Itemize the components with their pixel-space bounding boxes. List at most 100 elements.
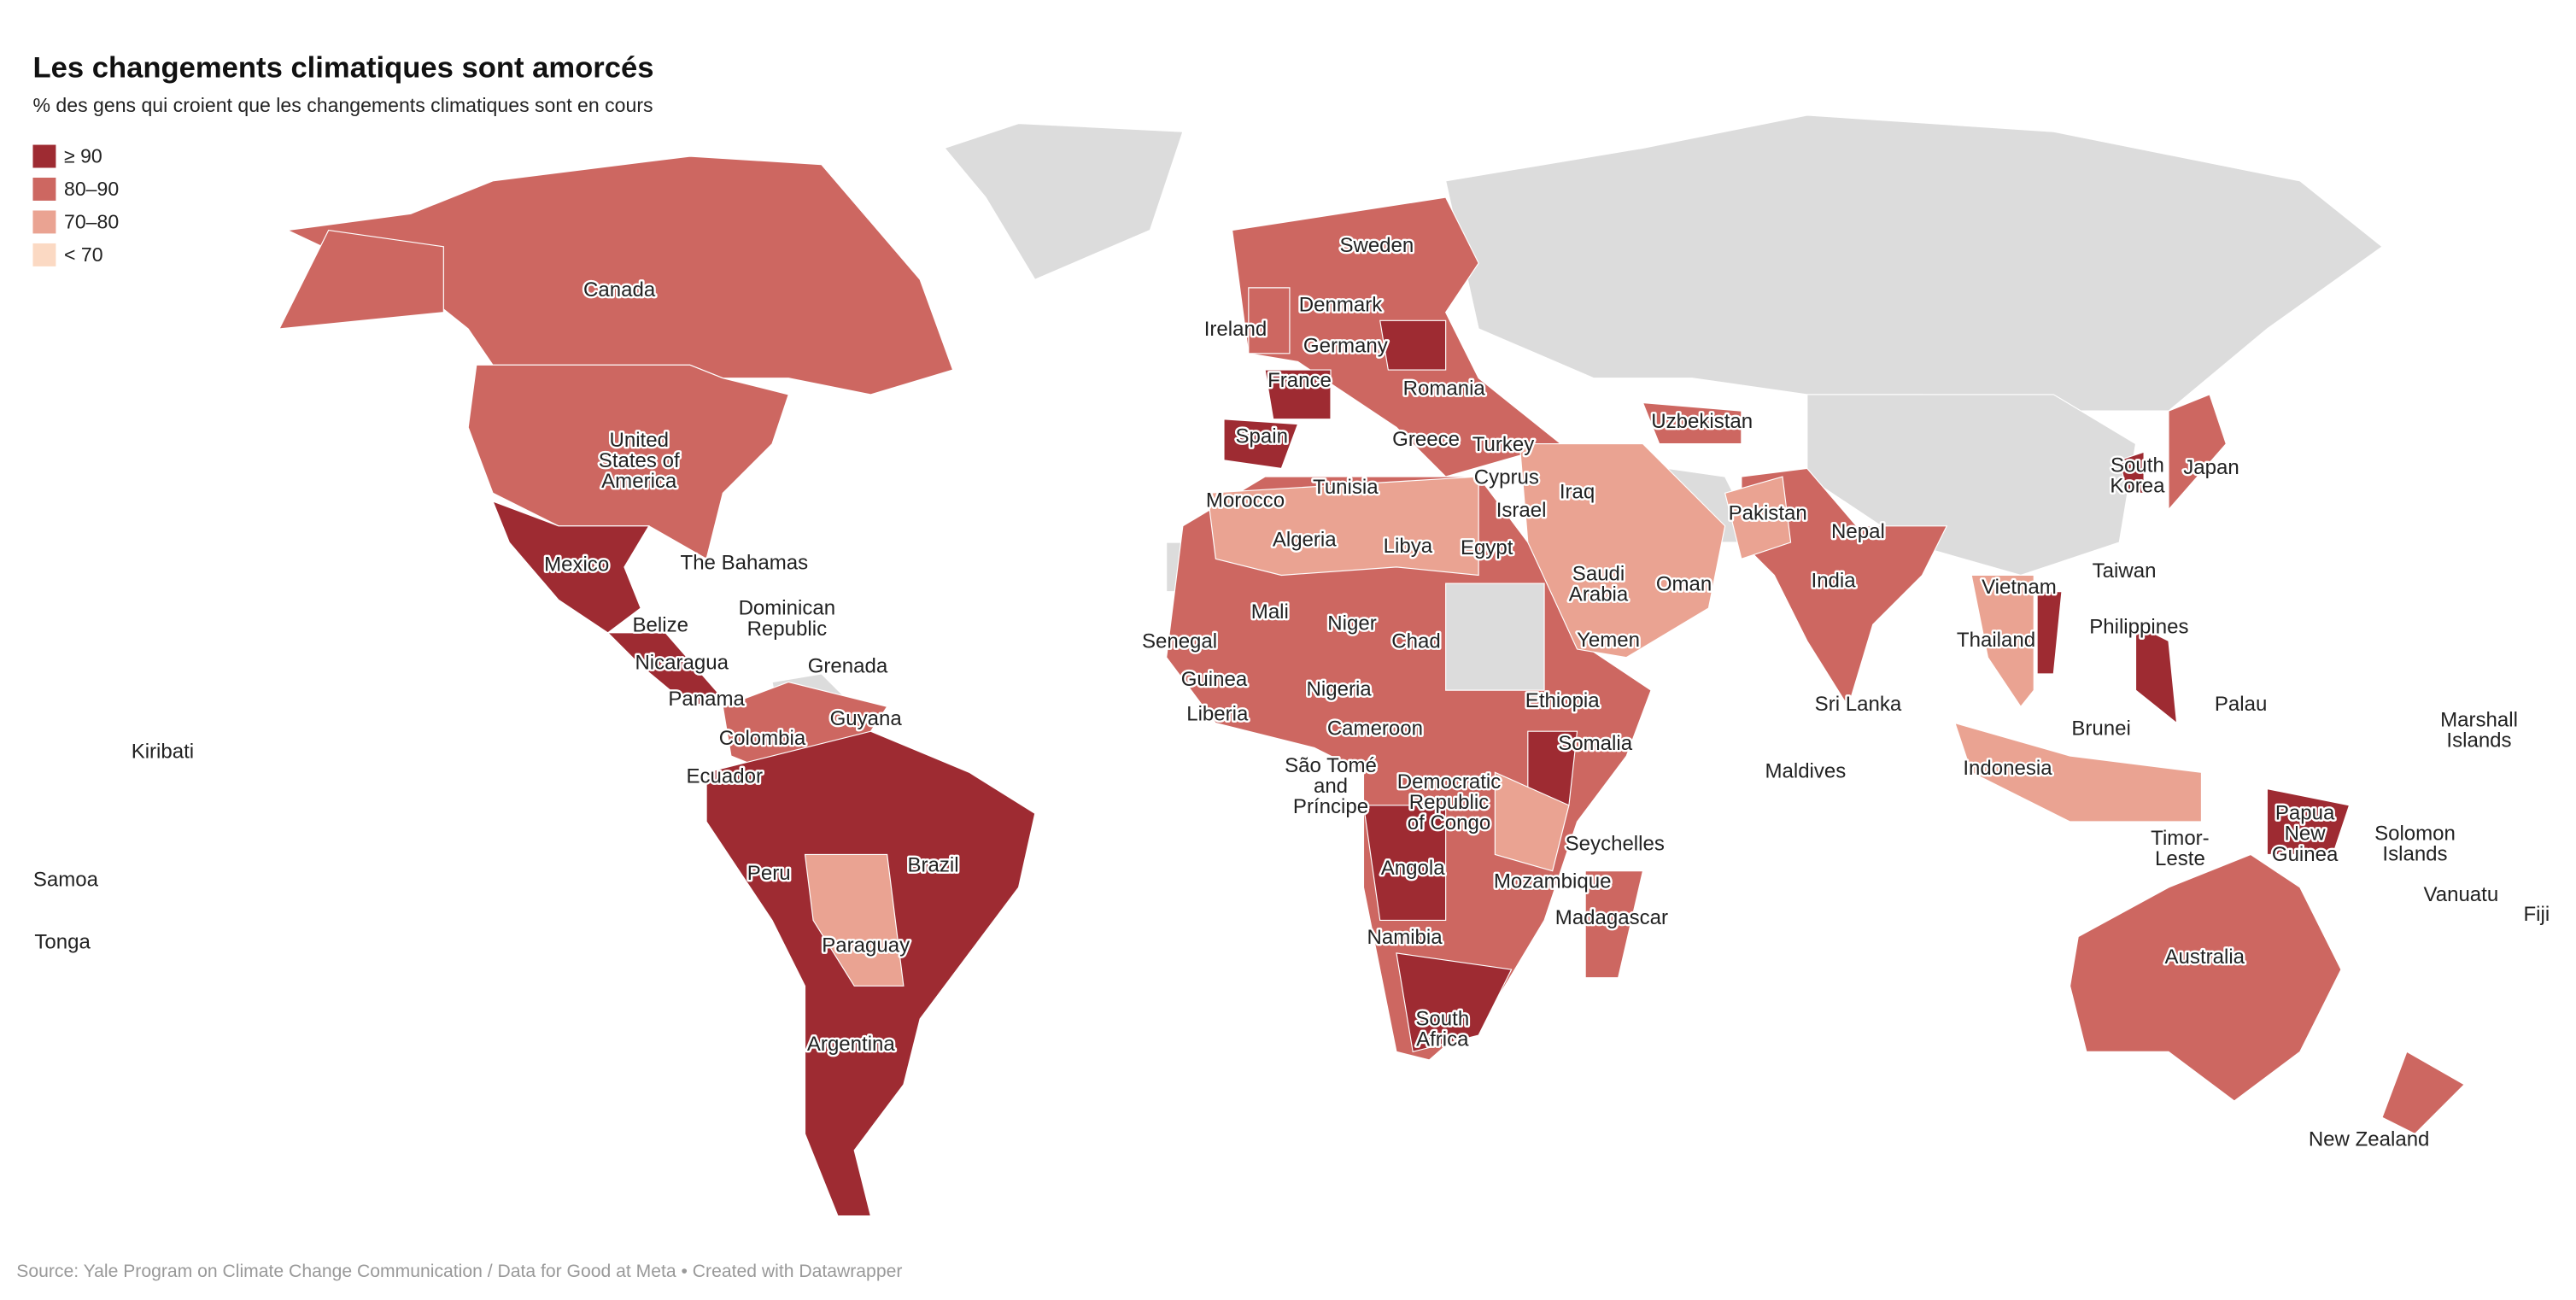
country-label: Republic xyxy=(1409,791,1490,814)
country-label: Somalia xyxy=(1558,732,1632,755)
country-label: New Zealand xyxy=(2309,1127,2430,1151)
region xyxy=(1223,419,1299,470)
region xyxy=(2069,853,2342,1102)
country-label: South xyxy=(2111,454,2164,477)
region xyxy=(944,122,1184,280)
chart-title: Les changements climatiques sont amorcés xyxy=(32,52,653,85)
country-label: Maldives xyxy=(1765,760,1846,783)
country-label: Solomon xyxy=(2374,822,2456,845)
country-label: Denmark xyxy=(1299,293,1383,316)
map xyxy=(278,114,2466,1217)
legend-swatch xyxy=(32,178,56,201)
region xyxy=(1642,401,1742,445)
country-label: Angola xyxy=(1381,857,1445,880)
region xyxy=(492,500,650,634)
region xyxy=(2118,451,2145,494)
country-label: Brazil xyxy=(907,853,958,876)
country-label: Republic xyxy=(747,618,828,641)
country-label: Ethiopia xyxy=(1525,689,1600,712)
country-label: Spain xyxy=(1235,425,1287,448)
region xyxy=(1519,443,1726,659)
country-label: Sweden xyxy=(1339,234,1414,257)
country-label: Vietnam xyxy=(1982,576,2057,599)
region xyxy=(467,364,790,560)
country-label: Arabia xyxy=(1569,583,1629,606)
region xyxy=(278,229,444,330)
country-label: Africa xyxy=(1416,1028,1469,1051)
country-label: Saudi xyxy=(1572,562,1625,585)
country-label: Argentina xyxy=(807,1033,896,1056)
country-label: Paraguay xyxy=(822,934,910,957)
country-label: Colombia xyxy=(719,727,806,750)
country-label: Turkey xyxy=(1472,433,1535,456)
region xyxy=(606,632,724,707)
country-label: Thailand xyxy=(1957,629,2035,652)
region xyxy=(2168,394,2227,512)
country-label: Panama xyxy=(668,688,745,711)
country-label: Canada xyxy=(583,278,656,302)
country-label: Tunisia xyxy=(1313,476,1379,499)
country-label: Egypt xyxy=(1461,536,1513,559)
region xyxy=(1444,114,2383,412)
country-label: Greece xyxy=(1392,428,1460,451)
country-label: Fiji xyxy=(2523,903,2550,926)
region xyxy=(1584,870,1644,979)
country-label: Indonesia xyxy=(1963,757,2052,780)
country-label: Iraq xyxy=(1560,481,1595,504)
country-label: Korea xyxy=(2110,474,2165,497)
region xyxy=(2036,591,2063,675)
country-label: Nicaragua xyxy=(635,652,729,675)
chart-subtitle: % des gens qui croient que les changemen… xyxy=(32,94,653,116)
country-label: Palau xyxy=(2215,693,2267,716)
country-label: India xyxy=(1812,570,1857,593)
country-label: São Tomé xyxy=(1285,754,1377,777)
country-label: Príncipe xyxy=(1293,795,1368,818)
country-label: Madagascar xyxy=(1555,906,1668,929)
country-label: America xyxy=(601,470,677,493)
country-label: Islands xyxy=(2446,729,2511,752)
legend-label: 70–80 xyxy=(64,211,119,233)
country-label: Democratic xyxy=(1397,770,1502,793)
region xyxy=(1396,952,1513,1052)
country-label: Morocco xyxy=(1206,489,1285,512)
region xyxy=(1970,574,2034,708)
country-label: Papua xyxy=(2275,802,2335,825)
country-label: Israel xyxy=(1496,499,1547,522)
country-label: Philippines xyxy=(2089,615,2188,638)
legend-label: < 70 xyxy=(64,243,103,266)
country-label: Kiribati xyxy=(132,741,194,764)
country-label: Uzbekistan xyxy=(1651,410,1753,433)
legend-label: 80–90 xyxy=(64,178,119,200)
region xyxy=(2381,1051,2466,1135)
country-label: States of xyxy=(599,449,680,472)
country-label: Ecuador xyxy=(686,764,763,788)
region xyxy=(1248,287,1291,354)
region xyxy=(2134,624,2178,724)
country-label: Sri Lanka xyxy=(1815,693,1902,716)
country-label: Vanuatu xyxy=(2423,883,2498,906)
country-label: Peru xyxy=(747,862,791,885)
country-label: Niger xyxy=(1327,612,1376,635)
country-label: Leste xyxy=(2155,847,2205,870)
region xyxy=(1207,476,1479,577)
region xyxy=(2266,788,2351,856)
country-label: Germany xyxy=(1303,334,1388,357)
country-label: Cyprus xyxy=(1474,466,1539,489)
country-label: Ireland xyxy=(1204,318,1267,341)
country-label: Mozambique xyxy=(1494,870,1612,893)
country-label: Nigeria xyxy=(1307,677,1373,700)
country-label: Samoa xyxy=(33,869,99,892)
country-label: Algeria xyxy=(1273,528,1337,551)
country-label: Guinea xyxy=(2272,843,2339,866)
country-label: Libya xyxy=(1384,535,1433,558)
region xyxy=(804,853,905,987)
country-label: Marshall xyxy=(2440,709,2518,732)
region xyxy=(1264,369,1332,420)
country-label: Islands xyxy=(2382,842,2447,865)
country-label: Senegal xyxy=(1142,630,1217,653)
country-label: Guinea xyxy=(1181,668,1248,691)
country-label: and xyxy=(1314,775,1348,798)
country-label: Taiwan xyxy=(2093,559,2157,583)
